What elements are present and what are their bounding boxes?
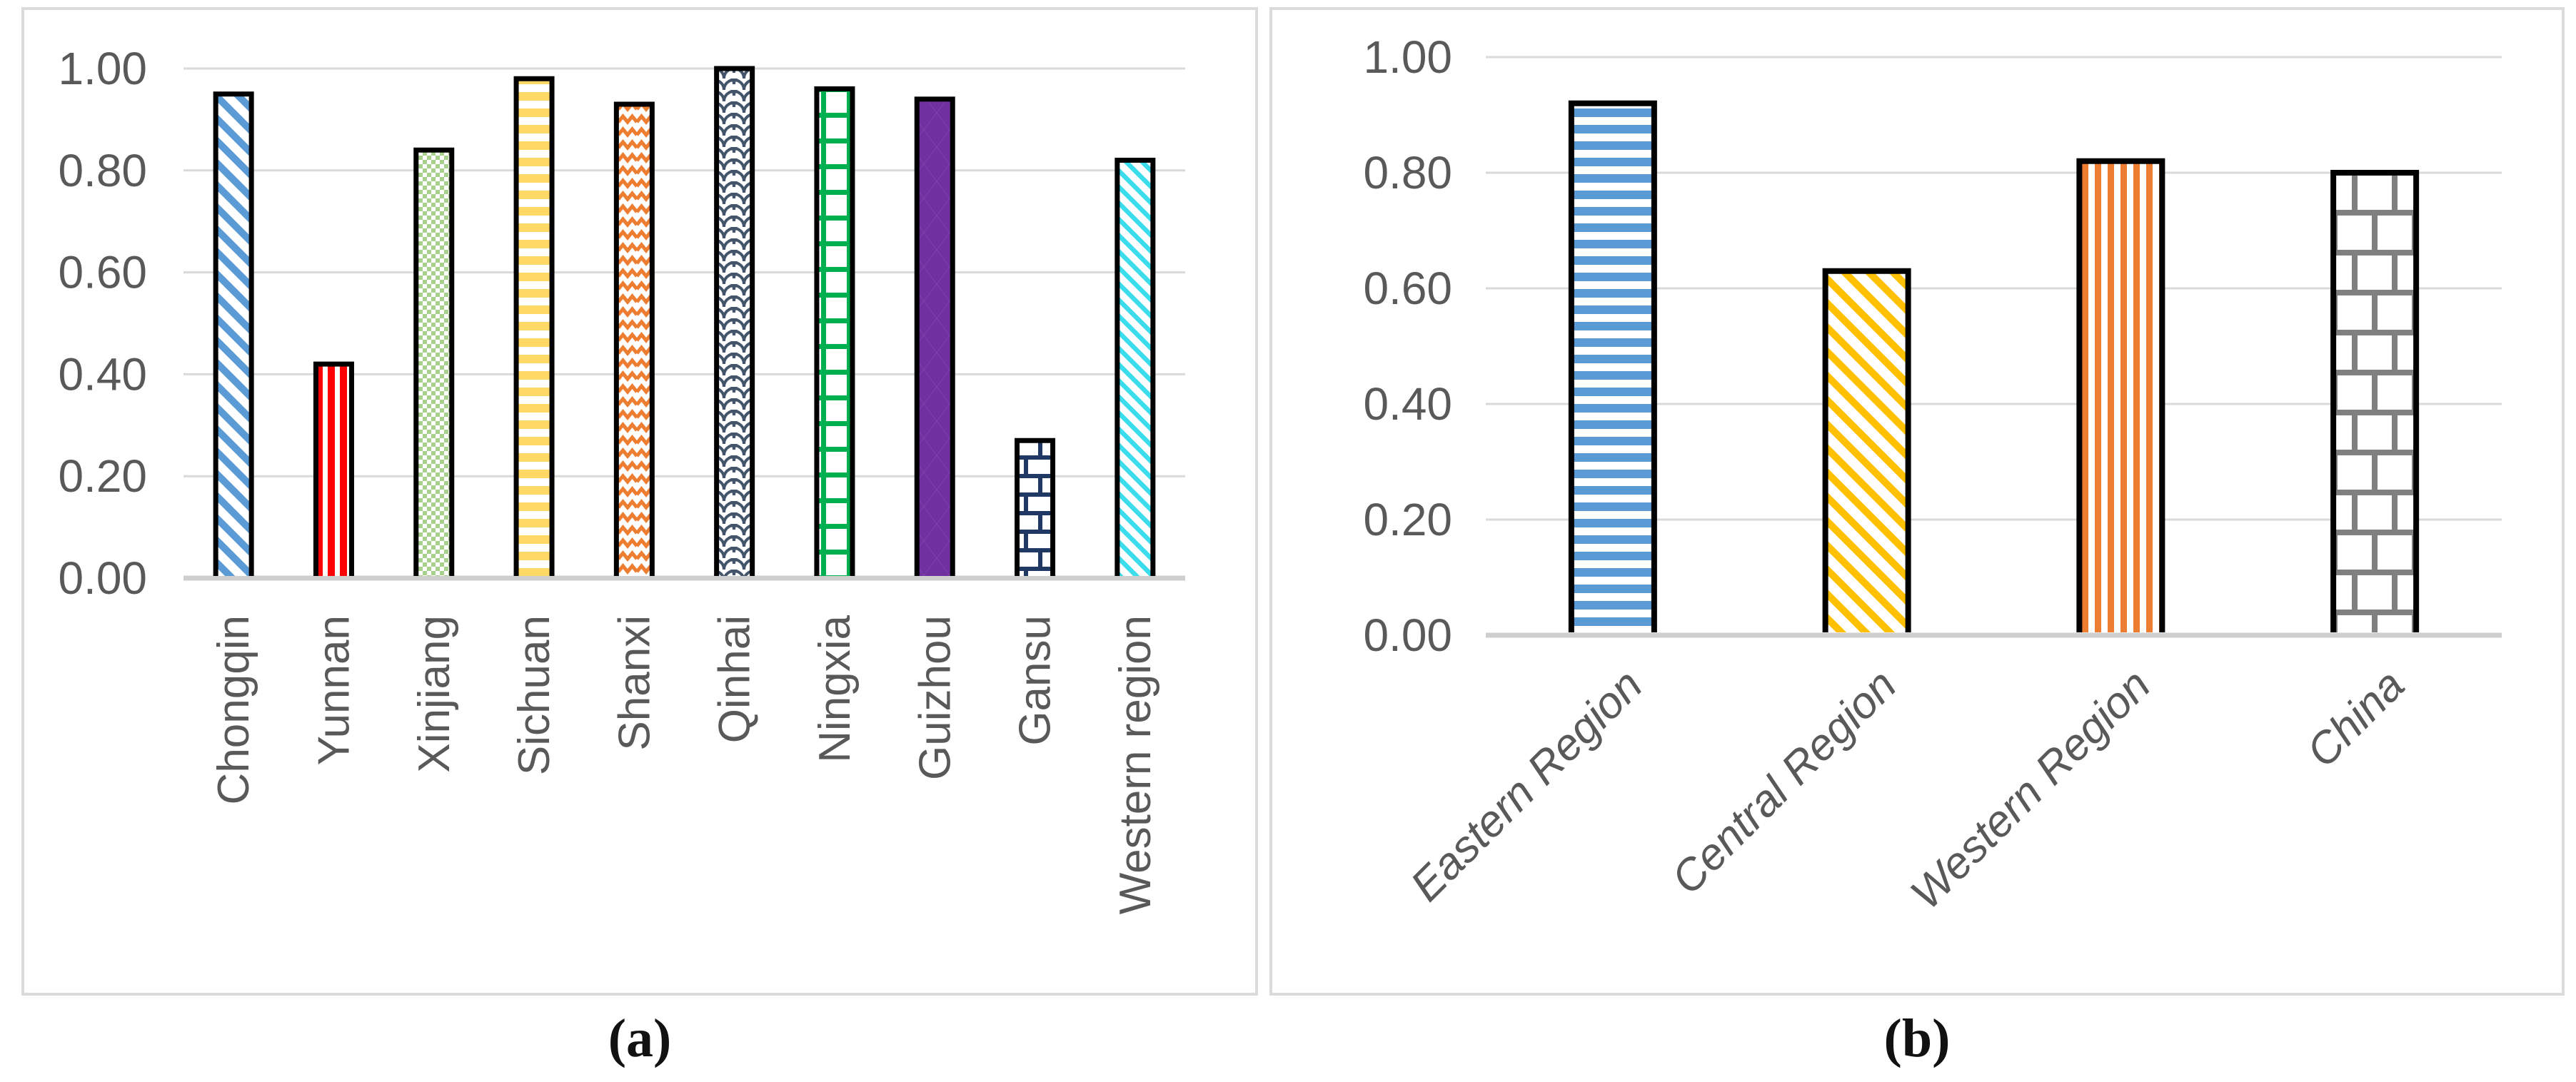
x-axis-label-gansu: Gansu	[1011, 615, 1060, 746]
bar-qinhai	[714, 66, 755, 576]
x-axis-label-western-region: Western Region	[1901, 660, 2160, 919]
bar-ningxia	[814, 86, 855, 576]
x-axis-label-eastern-region: Eastern Region	[1402, 660, 1652, 911]
bar-yunnan	[313, 361, 354, 576]
bar-xinjiang	[413, 147, 455, 576]
x-axis-label-qinhai: Qinhai	[710, 615, 760, 743]
x-axis-label-china: China	[2298, 660, 2414, 777]
bar-chart-a: 0.00 0.20 0.40 0.60 0.80 1.00 Chongqin Yunnan Xi…	[58, 43, 1185, 914]
bar-gansu	[1015, 438, 1056, 576]
bar-western-region	[1115, 158, 1156, 576]
y-tick-label: 0.20	[58, 450, 147, 502]
bar-guizhou	[914, 96, 955, 576]
y-tick-label: 0.60	[1363, 263, 1452, 314]
bar-western-region	[2076, 158, 2165, 632]
bar-central-region	[1822, 268, 1911, 632]
y-tick-label: 0.60	[58, 247, 147, 298]
caption-row: (a) (b)	[0, 996, 2576, 1082]
bar-sichuan	[513, 76, 555, 576]
caption-b: (b)	[1883, 1008, 1951, 1068]
y-tick-label: 0.80	[1363, 147, 1452, 198]
x-axis-label-central-region: Central Region	[1662, 660, 1906, 904]
bar-eastern-region	[1568, 100, 1657, 632]
y-tick-label: 0.00	[58, 552, 147, 604]
chart-panel-b: 0.00 0.20 0.40 0.60 0.80 1.00 Eastern Region Ce…	[1269, 7, 2565, 996]
y-tick-label: 1.00	[58, 43, 147, 94]
y-tick-label: 0.40	[1363, 378, 1452, 430]
y-tick-label: 0.80	[58, 145, 147, 196]
y-tick-label: 1.00	[1363, 31, 1452, 83]
x-axis-label-sichuan: Sichuan	[510, 615, 559, 775]
caption-a: (a)	[608, 1008, 672, 1068]
bar-shanxi	[613, 101, 655, 576]
y-tick-label: 0.40	[58, 348, 147, 400]
x-axis-label-chongqin: Chongqin	[209, 615, 258, 804]
x-axis-label-yunnan: Yunnan	[309, 615, 358, 765]
x-axis-label-guizhou: Guizhou	[910, 615, 960, 780]
bar-chart-b: 0.00 0.20 0.40 0.60 0.80 1.00 Eastern Region Ce…	[1363, 31, 2502, 919]
bar-chongqin	[213, 91, 254, 576]
x-axis-label-shanxi: Shanxi	[610, 615, 659, 751]
y-tick-label: 0.00	[1363, 610, 1452, 661]
y-tick-label: 0.20	[1363, 494, 1452, 545]
x-axis-label-ningxia: Ningxia	[810, 615, 860, 762]
x-axis-label-western-region: Western region	[1111, 615, 1160, 914]
chart-panel-a: 0.00 0.20 0.40 0.60 0.80 1.00 Chongqin Yunnan Xi…	[21, 7, 1258, 996]
x-axis-label-xinjiang: Xinjiang	[410, 615, 459, 773]
bar-china	[2330, 170, 2420, 632]
